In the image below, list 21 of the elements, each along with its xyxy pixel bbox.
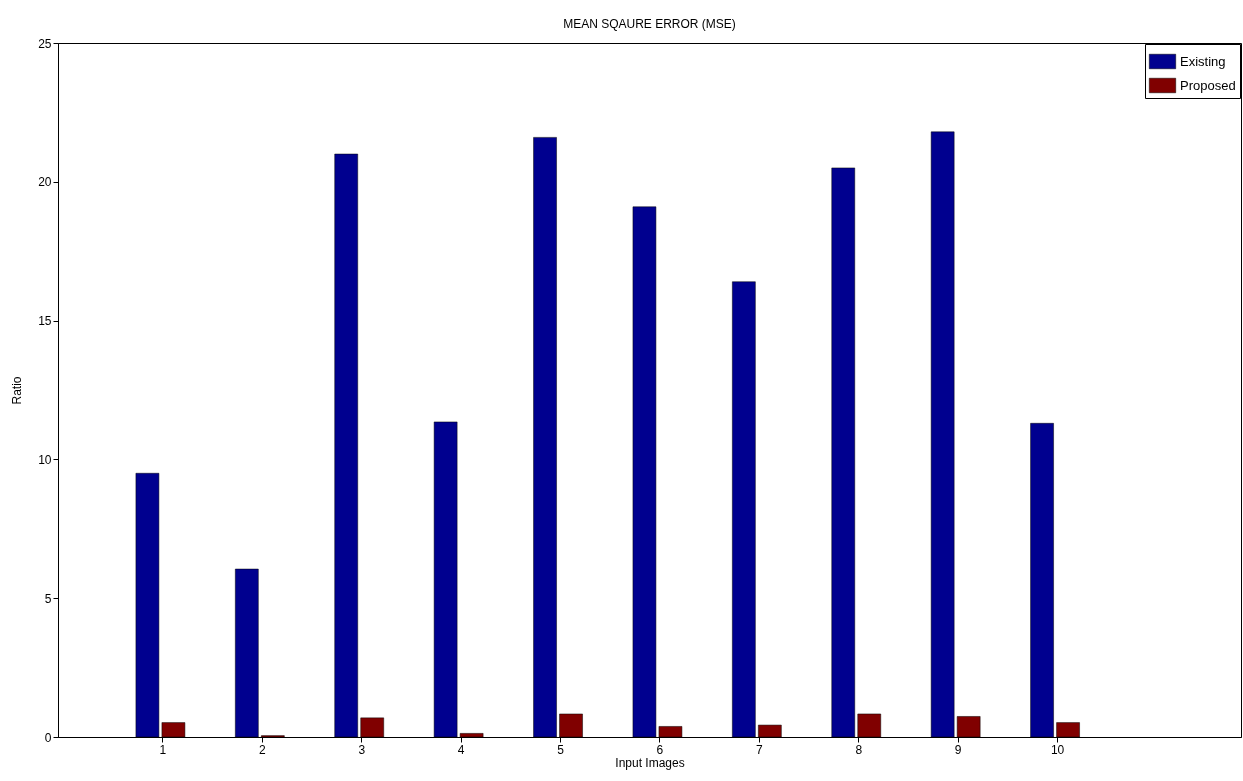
x-tick-label: 1	[159, 742, 167, 757]
x-tick-label: 3	[358, 742, 366, 757]
x-tick-label: 6	[656, 742, 664, 757]
x-tick-label: 2	[258, 742, 266, 757]
x-tick-label: 10	[1050, 742, 1065, 757]
x-tick-label: 4	[457, 742, 465, 757]
y-tick-label: 5	[44, 591, 52, 606]
x-tick-label: 7	[756, 742, 763, 757]
y-tick-label: 20	[38, 175, 52, 190]
legend-label: Existing	[1180, 53, 1226, 69]
x-tick-label: 9	[954, 742, 962, 757]
x-axis-title: Input Images	[615, 755, 685, 770]
chart-title: MEAN SQAURE ERROR (MSE)	[563, 17, 736, 31]
x-tick-label: 8	[855, 742, 863, 757]
legend-label: Proposed	[1180, 77, 1236, 93]
y-axis-title: Ratio	[10, 376, 25, 405]
y-tick-label: 25	[38, 36, 52, 51]
x-tick-label: 5	[557, 742, 565, 757]
y-tick-label: 10	[38, 452, 52, 467]
y-tick-label: 0	[44, 730, 52, 745]
y-tick-label: 15	[38, 314, 52, 329]
